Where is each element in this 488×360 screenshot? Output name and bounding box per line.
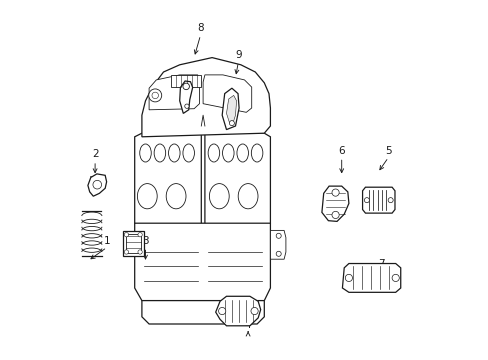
Circle shape <box>331 211 339 219</box>
Circle shape <box>276 233 281 238</box>
Ellipse shape <box>183 144 194 162</box>
Text: 6: 6 <box>338 146 345 156</box>
Text: 4: 4 <box>244 320 251 330</box>
Circle shape <box>345 274 352 282</box>
Bar <box>122 231 143 256</box>
Circle shape <box>93 180 102 189</box>
Ellipse shape <box>238 184 258 209</box>
Text: 9: 9 <box>235 50 241 60</box>
Polygon shape <box>203 75 251 112</box>
Ellipse shape <box>208 144 219 162</box>
Circle shape <box>250 307 258 315</box>
Polygon shape <box>134 223 270 301</box>
Ellipse shape <box>209 184 229 209</box>
Ellipse shape <box>222 144 234 162</box>
Text: 5: 5 <box>385 146 391 156</box>
Text: 3: 3 <box>142 236 148 246</box>
Circle shape <box>218 307 225 315</box>
Text: 2: 2 <box>92 149 98 159</box>
Circle shape <box>138 250 142 254</box>
Polygon shape <box>204 126 270 234</box>
Circle shape <box>276 251 281 256</box>
Polygon shape <box>342 264 400 292</box>
Polygon shape <box>134 126 201 234</box>
Ellipse shape <box>168 144 180 162</box>
Circle shape <box>124 233 128 237</box>
Circle shape <box>229 121 234 126</box>
Polygon shape <box>362 187 394 213</box>
Circle shape <box>331 189 339 196</box>
Text: 7: 7 <box>377 259 384 269</box>
Circle shape <box>184 104 189 108</box>
Polygon shape <box>215 296 260 326</box>
Circle shape <box>124 250 128 254</box>
Ellipse shape <box>137 184 157 209</box>
Circle shape <box>183 83 189 90</box>
Text: 8: 8 <box>197 23 203 33</box>
Circle shape <box>138 233 142 237</box>
Polygon shape <box>321 186 348 221</box>
Ellipse shape <box>154 144 165 162</box>
Ellipse shape <box>251 144 263 162</box>
Bar <box>170 75 201 87</box>
Polygon shape <box>142 58 270 137</box>
Circle shape <box>148 89 162 102</box>
Ellipse shape <box>140 144 151 162</box>
Polygon shape <box>142 301 264 324</box>
Polygon shape <box>270 230 285 259</box>
Circle shape <box>391 274 399 282</box>
Polygon shape <box>179 81 192 113</box>
Polygon shape <box>88 174 106 196</box>
Ellipse shape <box>237 144 248 162</box>
Polygon shape <box>222 88 239 130</box>
Bar <box>125 234 141 253</box>
Polygon shape <box>149 75 199 110</box>
Text: 1: 1 <box>103 236 110 246</box>
Polygon shape <box>226 95 236 123</box>
Circle shape <box>152 92 158 99</box>
Circle shape <box>364 198 368 203</box>
Circle shape <box>387 198 392 203</box>
Ellipse shape <box>166 184 185 209</box>
